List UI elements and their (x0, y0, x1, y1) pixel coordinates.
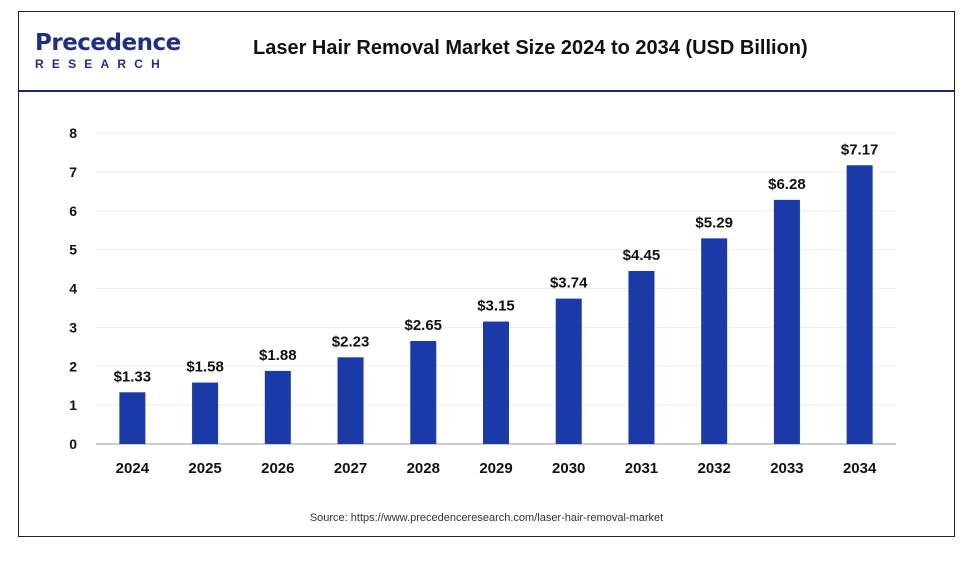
data-label: $1.58 (186, 359, 224, 376)
x-tick-label: 2028 (407, 460, 440, 477)
y-tick-label: 8 (69, 125, 77, 141)
data-label: $1.33 (114, 368, 152, 385)
x-tick-label: 2031 (625, 460, 658, 477)
brand-name-bottom: RESEARCH (35, 57, 168, 71)
data-label: $1.88 (259, 347, 297, 364)
bar (555, 298, 582, 444)
bar (628, 271, 655, 444)
data-label: $3.74 (550, 275, 588, 292)
data-label: $2.23 (332, 333, 370, 350)
x-tick-label: 2025 (188, 460, 221, 477)
axis-layer: 0 1 2 3 4 5 6 7 8 2024 2025 2026 2027 2028 2029 2030 203… (69, 125, 896, 477)
x-tick-label: 2029 (479, 460, 512, 477)
bar (337, 357, 364, 444)
source-note: Source: https://www.precedenceresearch.c… (309, 512, 664, 524)
y-tick-label: 7 (69, 164, 77, 180)
bar (192, 382, 219, 444)
bar-layer (119, 165, 873, 445)
x-tick-label: 2030 (552, 460, 585, 477)
y-tick-label: 6 (69, 203, 77, 219)
y-tick-label: 3 (69, 319, 77, 335)
data-label: $5.29 (695, 214, 733, 231)
bar (119, 392, 146, 444)
y-tick-label: 4 (69, 281, 77, 297)
brand-logo: Precedence RESEARCH (35, 30, 195, 74)
brand-name-top: Precedence (35, 30, 181, 56)
x-tick-label: 2027 (334, 460, 367, 477)
data-label: $7.17 (841, 141, 879, 158)
bar (773, 199, 800, 444)
label-layer: $1.33 $1.58 $1.88 $2.23 $2.65 $3.15 $3.74 $4.45… (114, 141, 879, 385)
x-tick-label: 2033 (770, 460, 803, 477)
y-tick-label: 5 (69, 242, 77, 258)
data-label: $2.65 (404, 317, 442, 334)
y-tick-label: 1 (69, 397, 77, 413)
bar (483, 321, 509, 444)
x-tick-label: 2032 (697, 460, 730, 477)
bar (846, 165, 873, 445)
y-tick-label: 0 (69, 436, 77, 452)
bar (264, 370, 291, 444)
data-label: $3.15 (477, 298, 515, 315)
y-tick-label: 2 (69, 358, 77, 374)
data-label: $6.28 (768, 176, 806, 193)
bar (701, 238, 728, 444)
x-tick-label: 2026 (261, 460, 294, 477)
data-label: $4.45 (623, 247, 661, 264)
x-tick-label: 2024 (116, 460, 150, 477)
x-tick-label: 2034 (843, 460, 877, 477)
bar (410, 340, 437, 444)
chart-title: Laser Hair Removal Market Size 2024 to 2… (253, 37, 808, 59)
chart-header: Precedence RESEARCH Laser Hair Removal M… (19, 12, 954, 92)
